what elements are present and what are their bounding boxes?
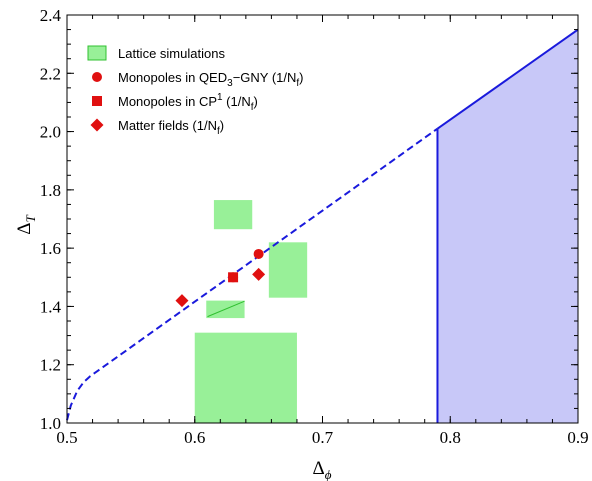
y-tick-label: 2.2 [40,64,61,83]
x-axis-label-sub: ϕ [325,467,332,481]
y-tick-label: 1.2 [40,356,61,375]
legend-entry-label: Monopoles in QED3−GNY (1/Nf) [118,70,304,89]
x-tick-label: 0.8 [440,428,461,447]
legend-entry-label: Lattice simulations [118,46,225,61]
y-axis-label-sub: T [23,215,38,223]
legend-text-subscript-f: f [251,102,254,113]
legend-text-end: ) [254,94,258,109]
x-axis-label: Δϕ [313,458,332,481]
y-tick-label: 1.4 [40,297,62,316]
y-axis-label-main: Δ [14,223,35,235]
y-tick-label: 1.0 [40,414,61,433]
shaded-region-layer [437,29,578,423]
lattice-boxes-layer [194,200,308,423]
legend-text-main: Matter fields (1/N [118,118,217,133]
diamond-data-point [175,294,189,308]
y-tick-label: 1.8 [40,181,61,200]
lattice-line [207,300,245,318]
square-data-point [228,272,239,283]
solid-bound-line [436,28,579,130]
x-tick-label: 0.5 [56,428,77,447]
legend-circle-symbol [92,72,102,82]
legend-text-rest: (1/N [223,94,251,109]
lattice-box [268,242,308,298]
x-tick-label: 0.6 [184,428,205,447]
y-tick-label: 2.4 [40,6,62,25]
y-axis-label: ΔT [14,215,38,235]
legend-box-symbol [87,45,107,61]
legend-text: Lattice simulations [118,46,225,61]
x-tick-label: 0.9 [567,428,588,447]
legend: Lattice simulations Monopoles in QED3−GNY… [87,45,304,137]
y-tick-label: 1.6 [40,239,61,258]
legend-entry-label: Matter fields (1/Nf) [118,118,224,137]
legend-text-main: Monopoles in QED [118,70,227,85]
legend-diamond-symbol [90,118,104,132]
legend-text-superscript: 1 [217,92,223,103]
lattice-box [213,200,253,230]
legend-text-subscript-f: f [217,126,220,137]
diamond-data-point [252,267,266,281]
legend-entry-label: Monopoles in CP1 (1/Nf) [118,92,258,113]
legend-square-symbol [92,96,102,106]
lattice-box [194,332,297,423]
legend-text-subscript: 3 [227,78,233,89]
circle-data-point [253,248,264,259]
excluded-region [437,29,578,423]
legend-text-rest: −GNY (1/N [233,70,297,85]
data-points-layer [175,248,266,308]
x-tick-label: 0.7 [312,428,334,447]
ticks-layer: 0.5 0.6 0.7 0.8 0.9 1.0 1.2 1.4 1.6 1.8 2.0 2.2 2.4 [40,6,589,447]
y-tick-label: 2.0 [40,123,61,142]
legend-text-subscript-f: f [296,78,299,89]
x-axis-label-main: Δ [313,458,325,479]
legend-text-end: ) [220,118,224,133]
legend-text-end: ) [299,70,303,85]
legend-text-main: Monopoles in CP [118,94,217,109]
